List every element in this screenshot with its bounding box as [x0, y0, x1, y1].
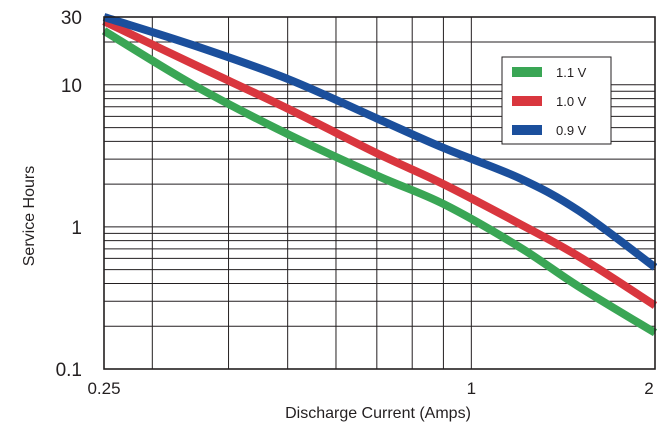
legend-swatch: [512, 67, 542, 77]
y-tick-label: 0.1: [56, 360, 82, 381]
x-tick-label: 2: [644, 379, 653, 398]
y-axis-label: Service Hours: [21, 166, 38, 266]
series-line-1: [101, 27, 657, 337]
plot-frame: [103, 16, 656, 370]
legend-label: 0.9 V: [556, 123, 587, 138]
series-line-3: [102, 13, 657, 271]
legend-label: 1.0 V: [556, 94, 587, 109]
y-tick-label: 30: [61, 8, 82, 29]
y-tick-label: 10: [61, 76, 82, 97]
legend: 1.1 V 1.0 V 0.9 V: [501, 56, 612, 145]
series-lines: [101, 13, 657, 337]
legend-label: 1.1 V: [556, 65, 587, 80]
series-line-2: [102, 17, 657, 309]
legend-swatch: [512, 96, 542, 106]
legend-swatch: [512, 125, 542, 135]
tick-labels: 0.1 1 10 30 0.25 1 2: [56, 8, 654, 398]
y-tick-label: 1: [71, 218, 82, 239]
x-tick-label: 1: [467, 379, 476, 398]
x-tick-label: 0.25: [87, 379, 120, 398]
x-axis-label: Discharge Current (Amps): [285, 405, 471, 422]
